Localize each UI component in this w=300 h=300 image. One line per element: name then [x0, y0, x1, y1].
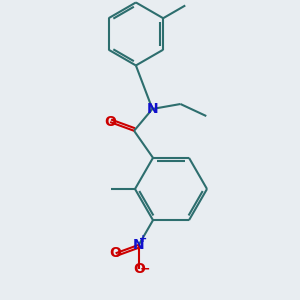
- Text: O: O: [133, 262, 145, 277]
- Text: O: O: [104, 115, 116, 129]
- Text: O: O: [110, 246, 122, 260]
- Text: N: N: [147, 102, 158, 116]
- Text: +: +: [139, 234, 147, 244]
- Text: −: −: [140, 263, 151, 276]
- Text: N: N: [133, 238, 145, 252]
